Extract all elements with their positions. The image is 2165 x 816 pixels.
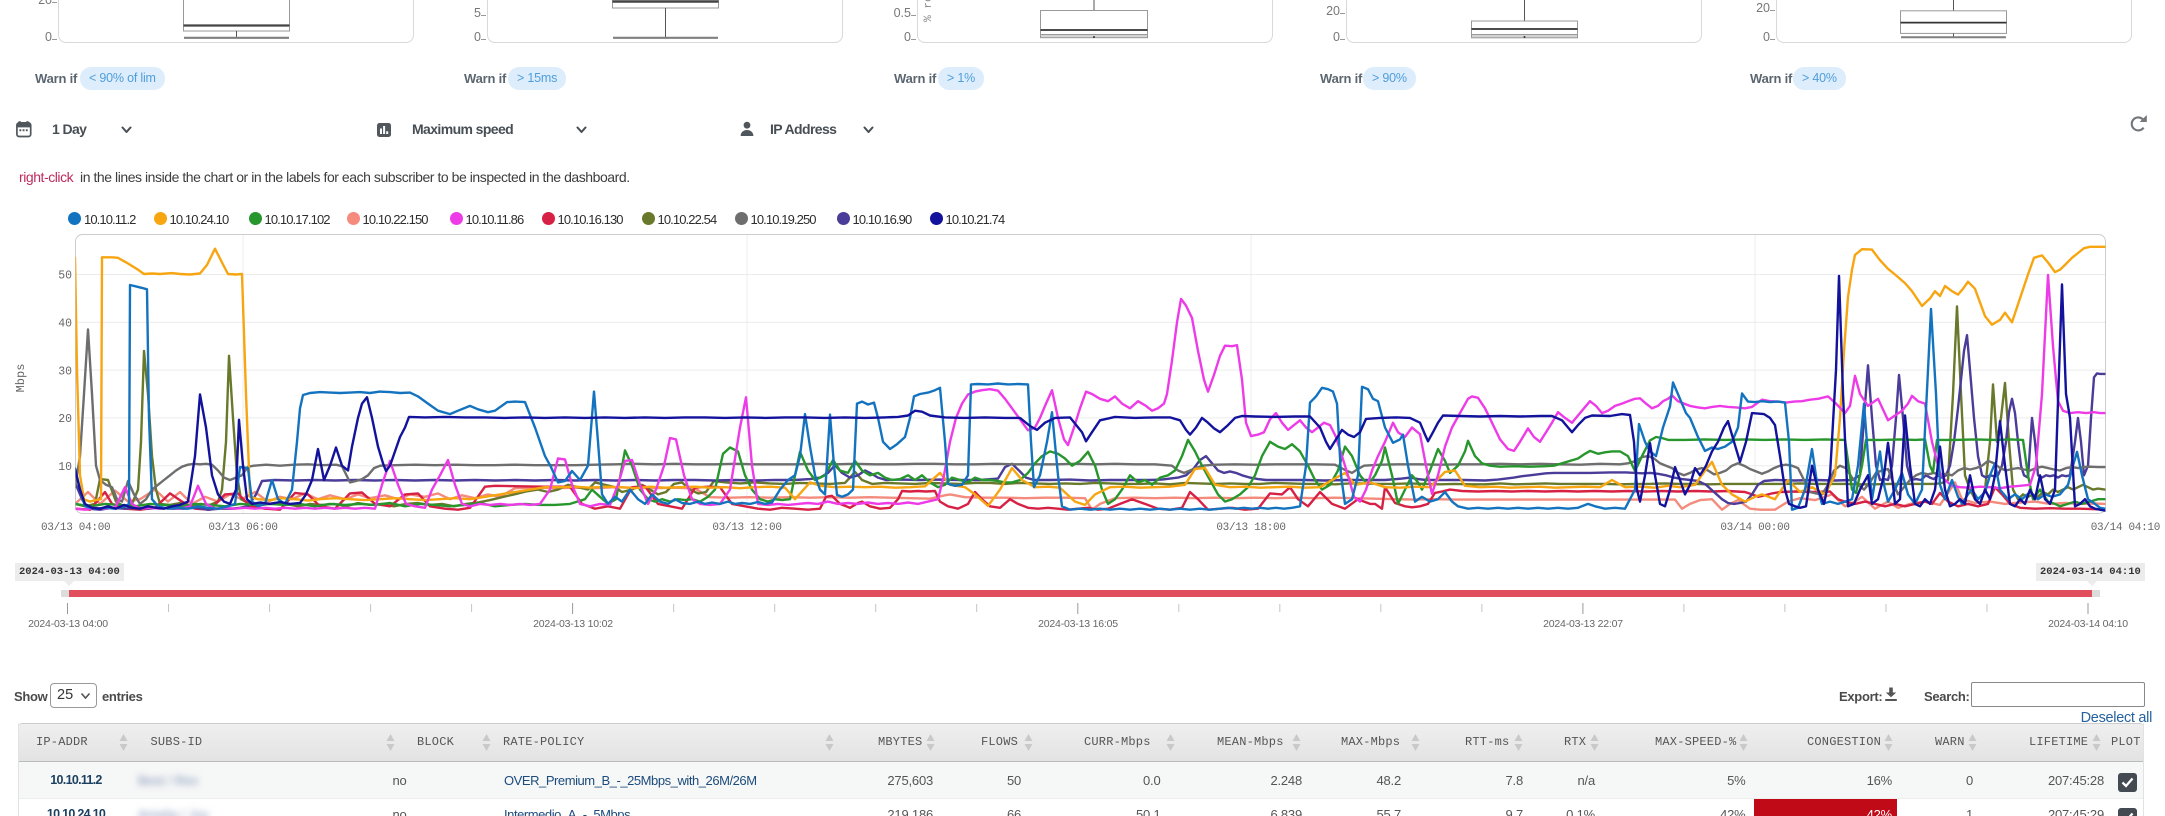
svg-text:50: 50 — [58, 270, 72, 283]
svg-text:03/13 18:00: 03/13 18:00 — [1216, 522, 1285, 534]
svg-text:10: 10 — [58, 461, 72, 474]
svg-text:03/13 04:00: 03/13 04:00 — [41, 522, 110, 534]
svg-text:03/14 00:00: 03/14 00:00 — [1720, 522, 1789, 534]
svg-text:20: 20 — [58, 413, 72, 426]
svg-text:Mbps: Mbps — [14, 364, 28, 393]
svg-text:03/13 12:00: 03/13 12:00 — [712, 522, 781, 534]
svg-text:% retx: % retx — [923, 0, 935, 22]
svg-text:40: 40 — [58, 318, 72, 331]
svg-text:30: 30 — [58, 365, 72, 378]
svg-text:03/13 06:00: 03/13 06:00 — [208, 522, 277, 534]
svg-text:03/14 04:10: 03/14 04:10 — [2091, 522, 2160, 534]
